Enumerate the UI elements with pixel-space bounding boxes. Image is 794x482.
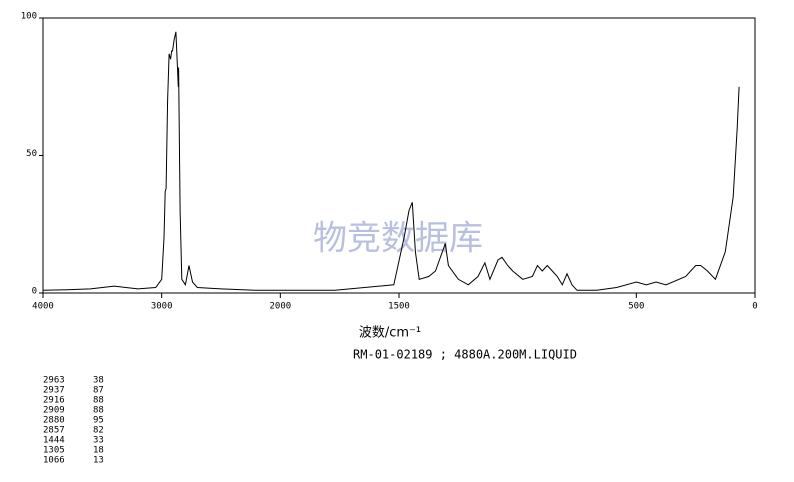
peak-intensity: 88 [93, 396, 104, 406]
peak-wavenumber: 2963 [43, 376, 65, 386]
peak-intensity: 13 [93, 456, 104, 466]
watermark: 物竞数据库 [313, 219, 483, 259]
peak-wavenumber: 2916 [43, 396, 65, 406]
x-axis-label: 波数/cm⁻¹ [359, 326, 421, 341]
peak-wavenumber: 2909 [43, 406, 65, 416]
peak-wavenumber: 1066 [43, 456, 65, 466]
x-tick-label: 1500 [388, 302, 410, 312]
peak-wavenumber: 1305 [43, 446, 65, 456]
peak-intensity: 33 [93, 436, 104, 446]
peak-intensity: 87 [93, 386, 104, 396]
peak-wavenumber: 1444 [43, 436, 65, 446]
peak-intensity: 88 [93, 406, 104, 416]
peak-wavenumber: 2937 [43, 386, 65, 396]
x-tick-label: 3000 [151, 302, 173, 312]
y-tick-label: 50 [26, 149, 37, 159]
x-tick-label: 0 [752, 302, 757, 312]
peak-intensity: 38 [93, 376, 104, 386]
spectrum-line [42, 31, 740, 291]
peak-intensity: 82 [93, 426, 104, 436]
peak-intensity: 18 [93, 446, 104, 456]
subtitle: RM-01-02189 ; 4880A.200M.LIQUID [353, 348, 577, 362]
y-tick-label: 100 [21, 12, 37, 22]
y-tick-label: 0 [32, 287, 37, 297]
peak-wavenumber: 2857 [43, 426, 65, 436]
peak-intensity: 95 [93, 416, 104, 426]
peak-wavenumber: 2880 [43, 416, 65, 426]
x-tick-label: 2000 [269, 302, 291, 312]
x-tick-label: 500 [628, 302, 644, 312]
x-tick-label: 4000 [32, 302, 54, 312]
